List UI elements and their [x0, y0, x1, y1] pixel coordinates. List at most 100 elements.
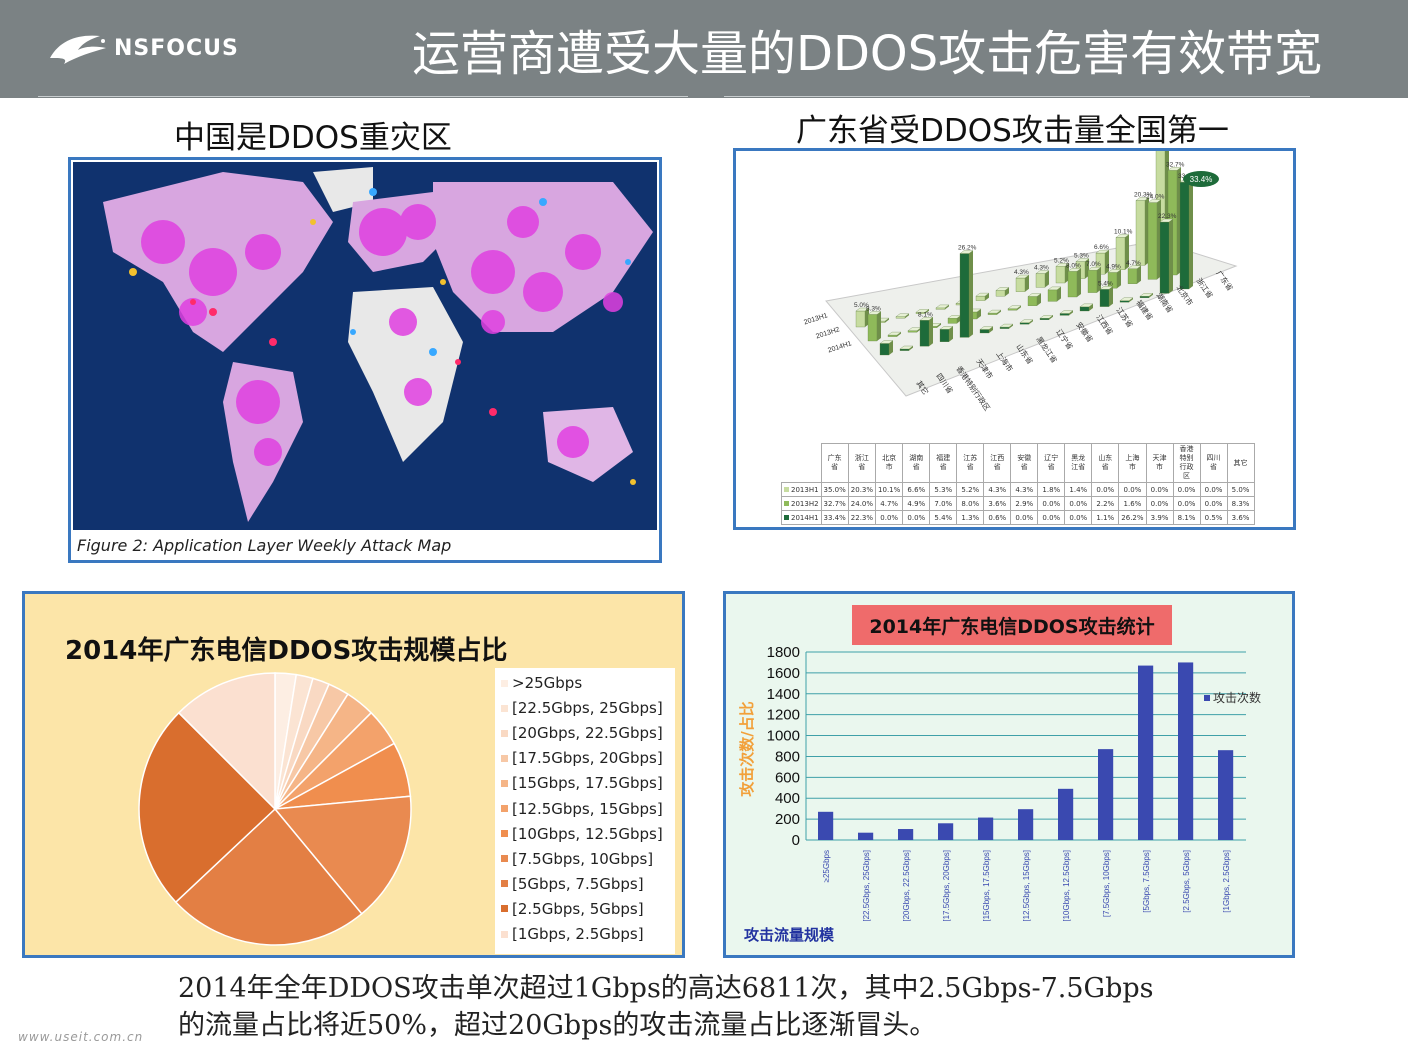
table-header-cell: 四川省 [1199, 443, 1228, 483]
table-cell: 0.0% [1145, 496, 1174, 511]
guangdong-panel-title: 广东省受DDOS攻击量全国第一 [796, 113, 1229, 149]
table-corner [782, 444, 822, 483]
table-header-cell: 山东省 [1091, 443, 1120, 483]
table-cell: 1.6% [1118, 496, 1147, 511]
legend-label: [10Gbps, 12.5Gbps] [512, 824, 663, 843]
bar [1218, 750, 1234, 840]
table-row-label: 2013H2 [781, 496, 822, 511]
bar-3d-top [1159, 218, 1174, 223]
table-header-cell: 湖南省 [902, 443, 931, 483]
table-header-cell: 天津市 [1145, 443, 1174, 483]
bar-3d [1027, 296, 1038, 306]
table-header-cell: 江西省 [983, 443, 1012, 483]
series-swatch [784, 514, 789, 520]
bar-3d-side [1149, 293, 1153, 298]
bar-3d-side [1049, 315, 1053, 320]
bar-3d [879, 343, 890, 356]
legend-swatch [501, 679, 508, 687]
legend-swatch [501, 754, 508, 762]
y-tick-label: 1800 [767, 644, 800, 661]
bar-value-label: 4.7% [1126, 260, 1141, 267]
x-tick-label: [15Gbps, 17.5Gbps] [982, 850, 991, 922]
attack-scale-pie [138, 672, 412, 946]
bar-3d-side [1017, 305, 1021, 311]
bar-3d-top [1107, 269, 1122, 273]
bar-3d-top [1067, 268, 1082, 272]
bar-value-label: 7.0% [1086, 261, 1101, 268]
bar-3d-side [1097, 267, 1101, 293]
table-cell: 0.0% [1145, 482, 1174, 497]
y-axis-label: 攻击次数/占比 [738, 701, 756, 796]
legend-item: [10Gbps, 12.5Gbps] [501, 825, 663, 843]
y-tick-label: 0 [792, 832, 800, 849]
table-cell: 8.3% [1226, 496, 1255, 511]
legend-label: >25Gbps [512, 674, 583, 692]
legend-item: [12.5Gbps, 15Gbps] [501, 800, 663, 818]
pie-legend: >25Gbps [22.5Gbps, 25Gbps] [20Gbps, 22.5Gb… [495, 668, 675, 954]
bar-3d-side [885, 318, 889, 323]
slide-title: 运营商遭受大量的DDOS攻击危害有效带宽 [412, 26, 1323, 82]
table-cell: 0.0% [902, 510, 931, 525]
bar-3d [1035, 273, 1046, 288]
series-row-label: 2013H2 [815, 326, 841, 340]
x-tick-label: [1Gbps, 2.5Gbps] [1222, 850, 1231, 913]
bar-3d [855, 310, 866, 328]
bar-3d-side [925, 309, 929, 314]
slide-header: NSFOCUS 运营商遭受大量的DDOS攻击危害有效带宽 [0, 0, 1408, 98]
bar-3d [1127, 268, 1138, 284]
bar-3d [1015, 277, 1026, 292]
x-tick-label: [20Gbps, 22.5Gbps] [902, 850, 911, 922]
y-tick-label: 1000 [767, 728, 800, 745]
table-cell: 0.0% [1199, 496, 1228, 511]
pie-slice [174, 807, 363, 946]
guangdong-chart-frame: 5.0%4.3%4.3%5.2%5.3%6.6%10.1%20.3%35.0%2… [733, 148, 1296, 530]
table-cell: 0.6% [983, 510, 1012, 525]
legend-label: [1Gbps, 2.5Gbps] [512, 925, 644, 943]
legend-label: [15Gbps, 17.5Gbps] [512, 774, 663, 793]
bar-3d [1079, 306, 1090, 312]
legend-item: [15Gbps, 17.5Gbps] [501, 774, 663, 792]
category-label: 江苏省 [1114, 305, 1135, 330]
bar-3d-side [889, 340, 893, 355]
x-tick-label: [7.5Gbps, 10Gbps] [1102, 850, 1111, 917]
table-header-cell: 辽宁省 [1037, 443, 1066, 483]
bar-3d [1179, 181, 1190, 290]
bar-3d-side [1169, 219, 1173, 294]
bar-3d [1019, 322, 1030, 325]
bar-3d-side [937, 323, 941, 328]
bar-value-label: 5.3% [1074, 253, 1089, 260]
bar-value-label: 8.3% [866, 305, 881, 312]
guangdong-data-table: 广东省浙江省北京市湖南省福建省江苏省江西省安徽省辽宁省黑龙 江省 山东省上海市天津市… [781, 443, 1255, 525]
eagle-logo-icon [50, 35, 106, 64]
legend-label: 攻击次数 [1213, 690, 1261, 705]
table-cell: 1.3% [956, 510, 985, 525]
table-cell: 5.4% [929, 510, 958, 525]
legend-swatch [501, 805, 508, 812]
table-cell: 0.0% [1091, 482, 1120, 497]
table-cell: 0.0% [1172, 496, 1201, 511]
table-cell: 8.0% [956, 496, 985, 511]
legend-swatch [501, 704, 508, 712]
table-header-cell: 黑龙 江省 [1064, 443, 1093, 483]
bar-value-label: 5.4% [1098, 280, 1113, 287]
table-cell: 5.0% [1226, 482, 1255, 497]
table-cell: 1.1% [1091, 510, 1120, 525]
bar-value-label: 6.6% [1094, 244, 1109, 251]
bar-value-label: 5.0% [854, 302, 869, 309]
x-tick-label: [17.5Gbps, 20Gbps] [942, 850, 951, 922]
legend-item: [17.5Gbps, 20Gbps] [501, 749, 663, 767]
y-tick-label: 800 [775, 748, 800, 765]
bar-value-label: 4.9% [1106, 264, 1121, 271]
legend-label: [12.5Gbps, 15Gbps] [512, 799, 663, 818]
bar-3d-side [989, 326, 993, 333]
bar-3d-side [969, 250, 973, 338]
bar-3d [1059, 313, 1070, 316]
bar-3d-side [997, 310, 1001, 315]
x-tick-label: [10Gbps, 12.5Gbps] [1062, 850, 1071, 922]
bar-3d [1055, 266, 1066, 284]
bar-3d-side [1089, 303, 1093, 311]
annotation-label: 33.4% [1190, 175, 1213, 184]
bar-3d-side [929, 317, 933, 347]
legend-swatch [501, 880, 508, 888]
bar-3d-side [1129, 297, 1133, 303]
